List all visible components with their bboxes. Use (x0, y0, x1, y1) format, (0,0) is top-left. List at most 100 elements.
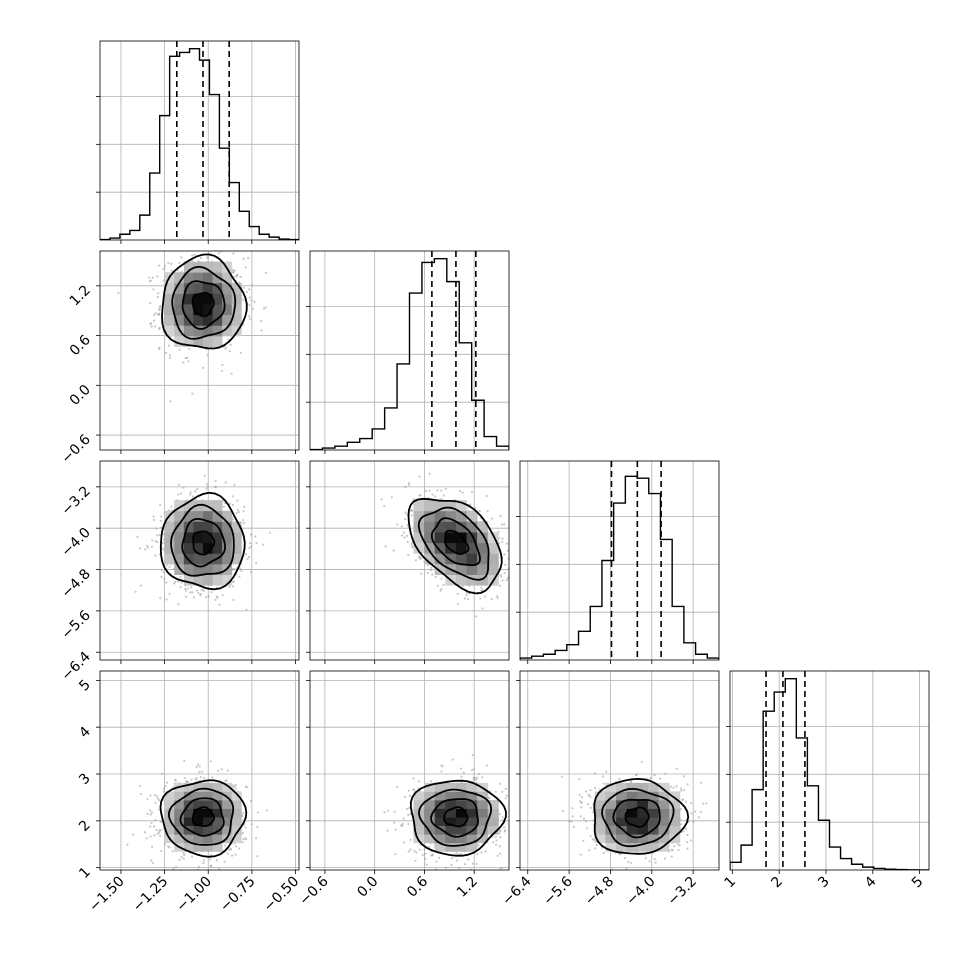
density-cell (202, 282, 213, 294)
density-cell (222, 553, 233, 565)
density-cell (424, 834, 436, 844)
density-cell (424, 791, 436, 801)
density-cell (202, 799, 213, 809)
sample-point (421, 853, 424, 857)
sample-point (189, 491, 192, 494)
sample-point (153, 834, 156, 837)
sample-point (390, 496, 393, 499)
sample-point (144, 831, 147, 834)
sample-point (442, 494, 445, 497)
sample-point (465, 591, 468, 594)
sample-point (224, 780, 227, 783)
density-cell (202, 563, 213, 575)
sample-point (194, 490, 197, 493)
sample-point (459, 767, 463, 770)
density-cell (164, 304, 175, 316)
sample-point (392, 549, 395, 552)
sample-point (383, 811, 386, 814)
density-cell (174, 314, 185, 326)
sample-point (235, 845, 238, 848)
sample-point (162, 279, 166, 282)
sample-point (150, 325, 153, 328)
sample-point (149, 835, 152, 838)
density-cell (477, 563, 489, 575)
sample-point (192, 596, 196, 599)
sample-point (155, 527, 158, 530)
density-cell (202, 808, 213, 818)
sample-point (164, 784, 167, 788)
sample-point (161, 541, 164, 545)
sample-point (440, 770, 443, 773)
density-cell (212, 510, 223, 522)
sample-point (202, 861, 205, 865)
sample-point (210, 864, 213, 867)
sample-point (184, 357, 187, 360)
sample-point (462, 771, 465, 774)
sample-point (455, 852, 458, 855)
sample-point (244, 826, 247, 829)
density-cell (424, 542, 436, 554)
sample-point (184, 587, 187, 590)
sample-point (405, 534, 409, 538)
sample-point (412, 777, 415, 780)
density-cell (222, 799, 233, 809)
density-cell (487, 799, 499, 809)
density-cell (164, 817, 175, 827)
contour-level-4 (159, 491, 246, 591)
density-cell (455, 842, 467, 852)
density-cell (174, 304, 185, 316)
sample-point (156, 534, 159, 537)
density-cell (231, 817, 242, 827)
sample-point (154, 801, 157, 805)
sample-point (500, 575, 503, 578)
sample-point (456, 602, 460, 605)
sample-point (406, 540, 409, 544)
sample-point (163, 264, 166, 268)
density-cell (231, 521, 242, 533)
contour-level-2 (181, 517, 227, 568)
sample-point (248, 288, 251, 291)
sample-point (248, 546, 251, 550)
sample-point (149, 809, 152, 812)
sample-point (408, 794, 411, 797)
density-cell (164, 521, 175, 533)
density-cell (212, 293, 223, 305)
sample-point (498, 845, 501, 848)
sample-point (150, 821, 153, 825)
sample-point (384, 545, 387, 548)
sample-point (229, 343, 232, 347)
contour-level-2 (179, 797, 225, 837)
sample-point (208, 858, 212, 861)
sample-point (176, 580, 180, 583)
density-cell (193, 304, 204, 316)
density-cell (455, 808, 467, 818)
sample-point (480, 589, 484, 592)
density-cell (222, 791, 233, 801)
density-cell (193, 510, 204, 522)
sample-point (485, 494, 488, 498)
density-cell (212, 500, 223, 512)
sample-point (411, 788, 415, 791)
sample-point (156, 296, 159, 299)
sample-point (393, 821, 396, 824)
sample-point (477, 772, 481, 775)
sample-point (165, 581, 168, 584)
sample-point (400, 525, 403, 528)
sample-point (440, 577, 443, 580)
density-cell (413, 825, 425, 835)
sample-point (155, 795, 159, 798)
sample-point (262, 307, 266, 310)
sample-point (157, 264, 161, 267)
sample-point (424, 857, 427, 860)
sample-point (241, 840, 244, 844)
sample-point (159, 305, 162, 308)
sample-point (214, 479, 217, 483)
density-cell (193, 799, 204, 809)
density-cell (445, 817, 457, 827)
density-cell (477, 808, 489, 818)
sample-point (234, 783, 237, 787)
sample-point (399, 824, 403, 827)
sample-point (231, 495, 234, 498)
sample-point (456, 592, 459, 596)
contour-level-3 (417, 506, 490, 581)
